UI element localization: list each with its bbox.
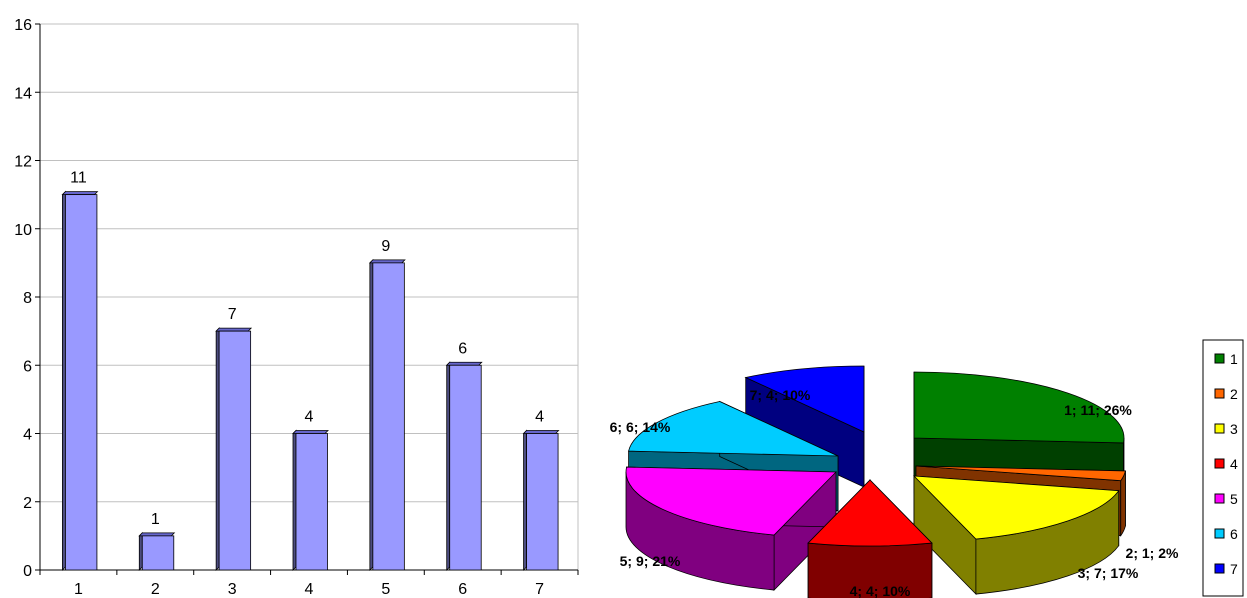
- bar-data-label: 6: [458, 340, 467, 357]
- y-tick-label: 14: [14, 85, 32, 102]
- bar-data-label: 9: [381, 238, 390, 255]
- legend-item: 7: [1214, 561, 1238, 577]
- legend-item: 6: [1214, 526, 1238, 542]
- pie-data-label: 2; 1; 2%: [1126, 545, 1179, 561]
- legend-label: 6: [1230, 526, 1238, 542]
- legend-swatch: [1214, 423, 1225, 434]
- bar-data-label: 1: [151, 511, 160, 528]
- pie-data-label: 4; 4; 10%: [850, 583, 911, 598]
- pie-slice: [625, 466, 837, 592]
- y-axis-ticks: 0 2 4 6 8 10 12 14 16: [14, 17, 40, 580]
- legend-item: 1: [1214, 351, 1238, 367]
- bar: [138, 531, 176, 571]
- bar: [368, 258, 406, 571]
- pie-data-labels: 1; 11; 26% 2; 1; 2% 3; 7; 17% 4; 4; 10% 5; 9…: [610, 387, 1179, 598]
- legend-item: 4: [1214, 456, 1238, 472]
- y-tick-label: 12: [14, 154, 32, 171]
- x-tick-label: 2: [151, 581, 160, 598]
- bar-data-label: 4: [305, 409, 314, 426]
- y-tick-label: 10: [14, 222, 32, 239]
- bar-data-label: 11: [70, 170, 87, 187]
- legend-label: 5: [1230, 491, 1238, 507]
- bar: [522, 429, 560, 571]
- x-tick-label: 5: [381, 581, 390, 598]
- legend-item: 3: [1214, 421, 1238, 437]
- legend-swatch: [1214, 353, 1225, 364]
- legend-item: 2: [1214, 386, 1238, 402]
- legend-label: 4: [1230, 456, 1238, 472]
- y-tick-label: 4: [23, 427, 32, 444]
- bar-data-label: 4: [535, 409, 544, 426]
- pie-data-label: 1; 11; 26%: [1064, 402, 1132, 418]
- y-tick-label: 0: [23, 563, 32, 580]
- bar-series: [61, 190, 560, 571]
- x-axis-ticks: 1 2 3 4 5 6 7: [39, 570, 579, 598]
- bar-gridlines: [40, 23, 578, 503]
- pie-slices: [625, 365, 1126, 598]
- bar: [292, 429, 329, 571]
- pie-slice: [807, 479, 933, 598]
- y-tick-label: 8: [23, 290, 32, 307]
- pie-data-label: 3; 7; 17%: [1078, 565, 1139, 581]
- bar-data-label: 7: [228, 306, 237, 323]
- pie-legend: 1 2 3 4 5 6 7: [1202, 339, 1244, 597]
- bar: [215, 327, 253, 571]
- legend-label: 7: [1230, 561, 1238, 577]
- x-tick-label: 3: [228, 581, 237, 598]
- pie-data-label: 7; 4; 10%: [750, 387, 811, 403]
- legend-label: 2: [1230, 386, 1238, 402]
- legend-label: 3: [1230, 421, 1238, 437]
- y-tick-label: 2: [23, 495, 32, 512]
- pie-chart: 1; 11; 26% 2; 1; 2% 3; 7; 17% 4; 4; 10% 5; 9…: [610, 365, 1179, 598]
- legend-swatch: [1214, 458, 1225, 469]
- x-tick-label: 7: [535, 581, 544, 598]
- legend-label: 1: [1230, 351, 1238, 367]
- legend-item: 5: [1214, 491, 1238, 507]
- bar: [61, 190, 99, 571]
- x-tick-label: 4: [305, 581, 314, 598]
- pie-slice: [912, 475, 1120, 596]
- legend-swatch: [1214, 388, 1225, 399]
- legend-swatch: [1214, 493, 1225, 504]
- y-tick-label: 16: [14, 17, 32, 34]
- bar: [445, 361, 483, 571]
- legend-swatch: [1214, 563, 1225, 574]
- pie-data-label: 6; 6; 14%: [610, 419, 671, 435]
- y-tick-label: 6: [23, 358, 32, 375]
- legend-swatch: [1214, 528, 1225, 539]
- x-tick-label: 6: [458, 581, 467, 598]
- pie-data-label: 5; 9; 21%: [620, 553, 681, 569]
- x-tick-label: 1: [74, 581, 83, 598]
